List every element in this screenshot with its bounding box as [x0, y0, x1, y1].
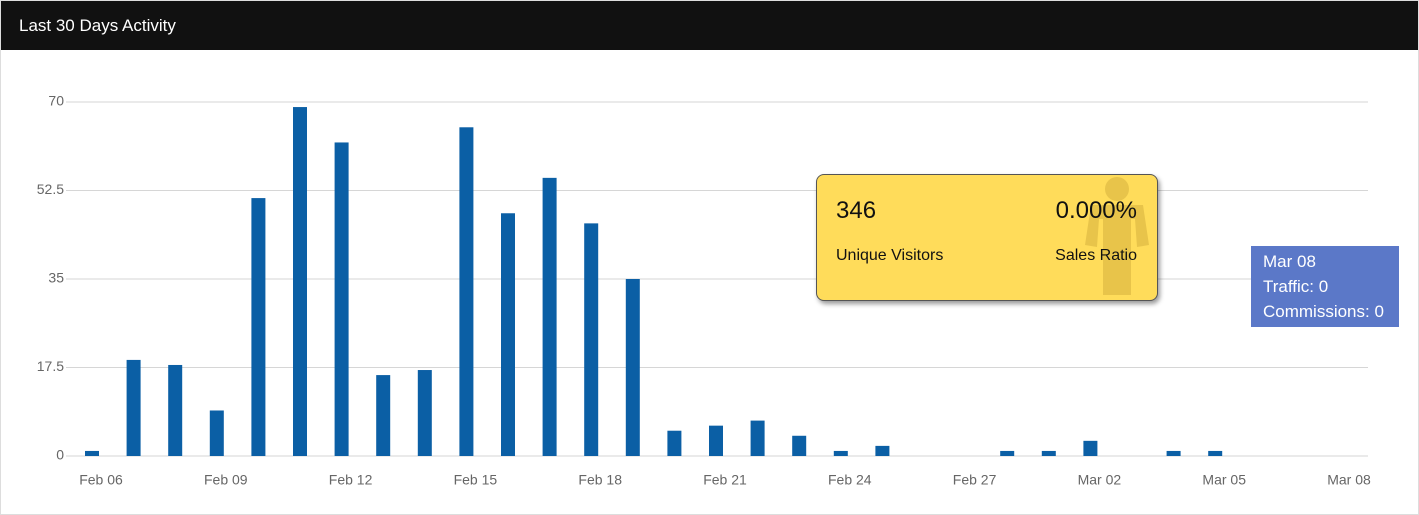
bar: [584, 223, 599, 456]
x-tick-label: Feb 24: [828, 472, 872, 488]
ratio-label: Sales Ratio: [1055, 247, 1137, 264]
tooltip-date: Mar 08: [1263, 252, 1316, 271]
x-tick-label: Feb 27: [953, 472, 997, 488]
visitors-value: 346: [836, 197, 877, 224]
bar: [293, 107, 307, 457]
widget-title: Last 30 Days Activity: [1, 1, 1418, 50]
y-tick-label: 35: [48, 270, 64, 286]
x-tick-label: Mar 05: [1202, 472, 1246, 488]
visitors-label: Unique Visitors: [836, 247, 944, 264]
bar: [709, 425, 723, 456]
bar: [168, 364, 183, 456]
ratio-value: 0.000%: [1055, 197, 1137, 224]
stats-card: 346 0.000% Unique Visitors Sales Ratio: [816, 174, 1158, 301]
x-tick-label: Feb 12: [329, 472, 373, 488]
person-icon: [1085, 177, 1149, 295]
bar: [625, 279, 640, 456]
x-tick-label: Feb 09: [204, 472, 248, 488]
bar: [750, 420, 765, 456]
bar: [85, 450, 99, 456]
x-tick-label: Feb 15: [454, 472, 498, 488]
bar: [1166, 450, 1181, 456]
bar: [875, 445, 890, 456]
y-tick-label: 0: [56, 447, 64, 463]
bar: [251, 198, 266, 457]
bar: [1041, 450, 1056, 456]
tooltip-line: Commissions: 0: [1263, 302, 1384, 321]
bar: [126, 359, 141, 456]
bar: [1208, 450, 1223, 456]
bar: [334, 142, 349, 456]
bar: [209, 410, 224, 456]
y-tick-label: 70: [48, 93, 64, 109]
bar: [459, 127, 474, 457]
bar: [792, 435, 807, 456]
x-tick-label: Feb 06: [79, 472, 123, 488]
x-tick-label: Mar 02: [1078, 472, 1122, 488]
x-tick-label: Feb 18: [578, 472, 622, 488]
bar: [417, 370, 432, 456]
tooltip-line: Traffic: 0: [1263, 277, 1329, 296]
tooltip: Mar 08 Traffic: 0 Commissions: 0: [1251, 246, 1399, 327]
bar: [1083, 440, 1098, 456]
y-tick-label: 17.5: [37, 358, 64, 374]
x-tick-label: Mar 08: [1327, 472, 1371, 488]
bar: [501, 213, 515, 456]
x-tick-label: Feb 21: [703, 472, 747, 488]
y-tick-label: 52.5: [37, 181, 64, 197]
bar: [667, 430, 682, 456]
bar: [542, 177, 557, 456]
bar: [376, 375, 391, 456]
bar: [833, 450, 848, 456]
bar: [1000, 450, 1015, 456]
